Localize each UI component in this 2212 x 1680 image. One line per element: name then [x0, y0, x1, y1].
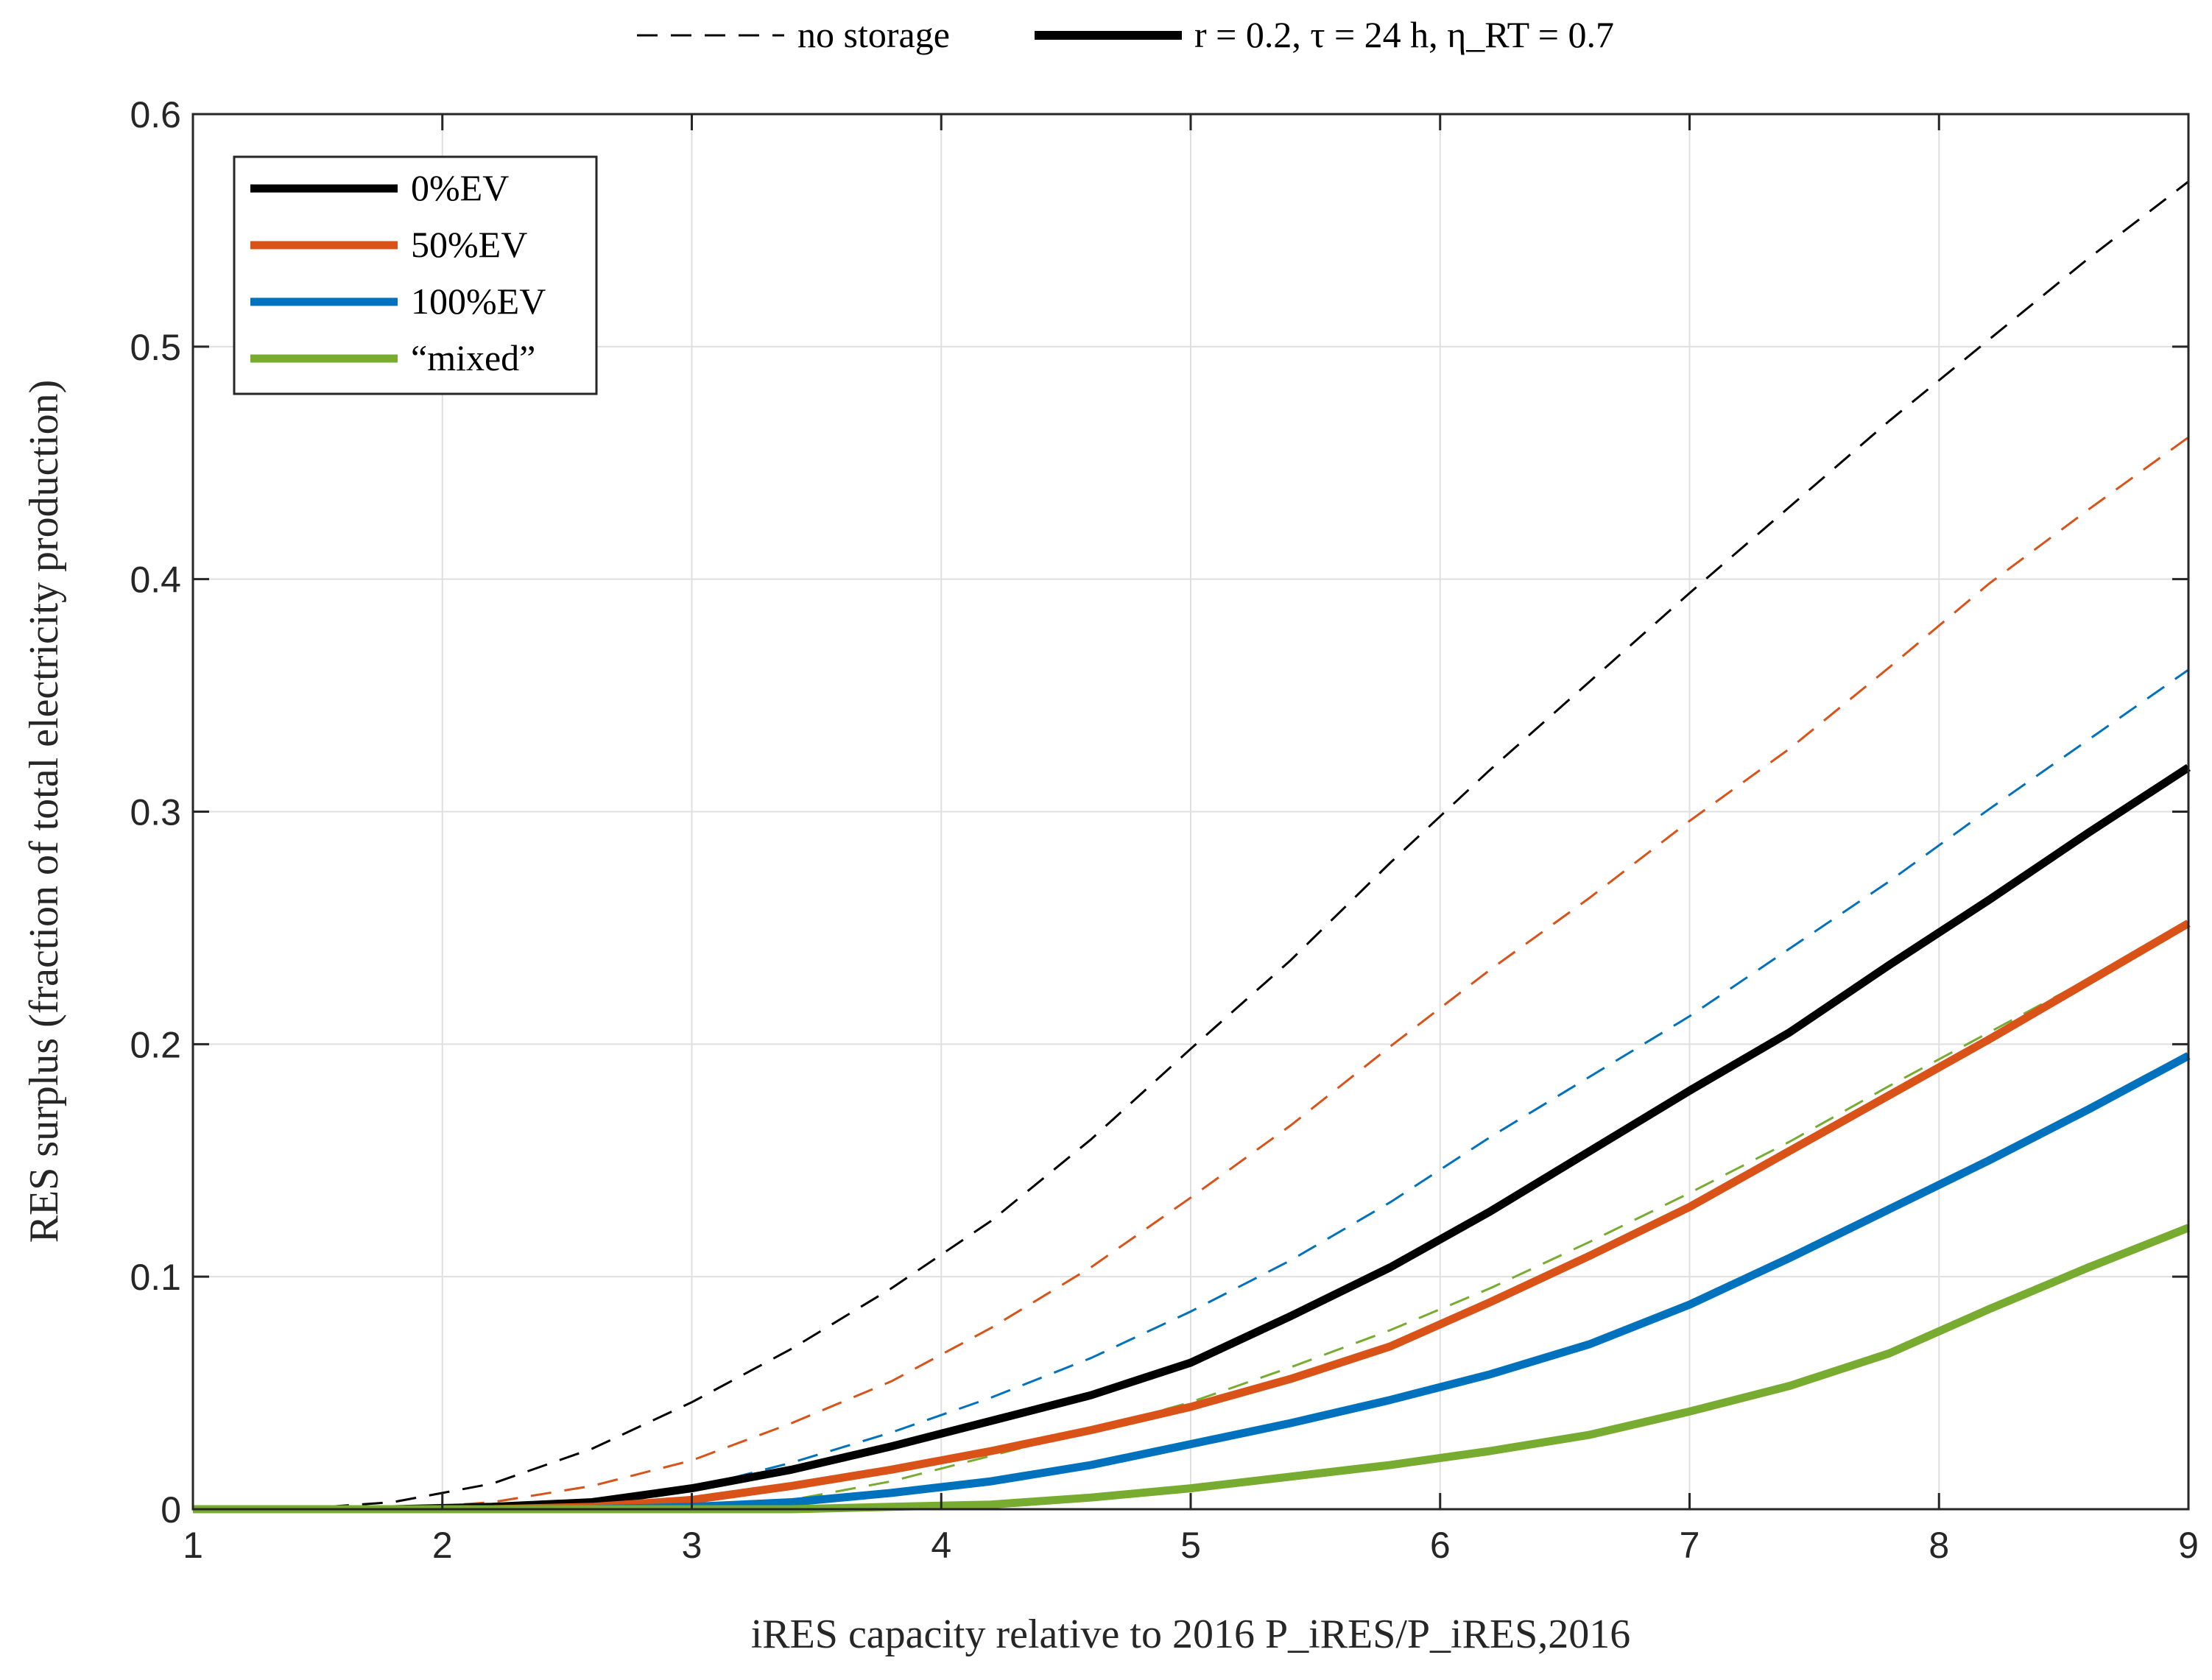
style-legend-entry-storage: r = 0.2, τ = 24 h, η_RT = 0.7	[1194, 14, 1614, 55]
legend: 0%EV 50%EV 100%EV “mixed”	[233, 155, 598, 395]
legend-box	[233, 155, 598, 395]
x-tick-label: 4	[931, 1525, 951, 1566]
series-line-50ev-dashed	[193, 436, 2189, 1511]
x-tick-label: 3	[682, 1525, 702, 1566]
series-line-0ev-dashed	[193, 180, 2189, 1511]
series-line-100ev-dashed	[193, 668, 2189, 1511]
x-tick-label: 6	[1430, 1525, 1451, 1566]
x-axis-label: iRES capacity relative to 2016 P_iRES/P_…	[751, 1612, 1631, 1657]
legend-entry-50ev: 50%EV	[411, 224, 527, 265]
x-tick-label: 7	[1680, 1525, 1700, 1566]
legend-entry-mixed: “mixed”	[411, 337, 535, 378]
legend-entry-0ev: 0%EV	[411, 167, 509, 208]
style-legend: no storage r = 0.2, τ = 24 h, η_RT = 0.7	[637, 14, 1614, 55]
series-line-mixed-dashed	[193, 924, 2189, 1511]
style-legend-entry-no-storage: no storage	[797, 14, 950, 55]
x-tick-label: 9	[2178, 1525, 2199, 1566]
y-tick-label: 0	[161, 1489, 181, 1531]
x-tick-label: 8	[1929, 1525, 1949, 1566]
y-tick-label: 0.2	[130, 1024, 181, 1065]
y-tick-label: 0.3	[130, 792, 181, 833]
ticks: 1 2 3 4 5 6 7 8 9 0 0.1 0.2 0.3 0.4 0.5 0.6	[130, 94, 2198, 1566]
y-tick-label: 0.1	[130, 1257, 181, 1298]
legend-entry-100ev: 100%EV	[411, 280, 546, 322]
y-axis-label: RES surplus (fraction of total electrici…	[21, 380, 67, 1243]
y-tick-label: 0.5	[130, 327, 181, 368]
x-tick-label: 2	[432, 1525, 453, 1566]
x-tick-label: 1	[183, 1525, 203, 1566]
y-tick-label: 0.4	[130, 560, 181, 601]
y-tick-label: 0.6	[130, 94, 181, 135]
x-tick-label: 5	[1180, 1525, 1201, 1566]
